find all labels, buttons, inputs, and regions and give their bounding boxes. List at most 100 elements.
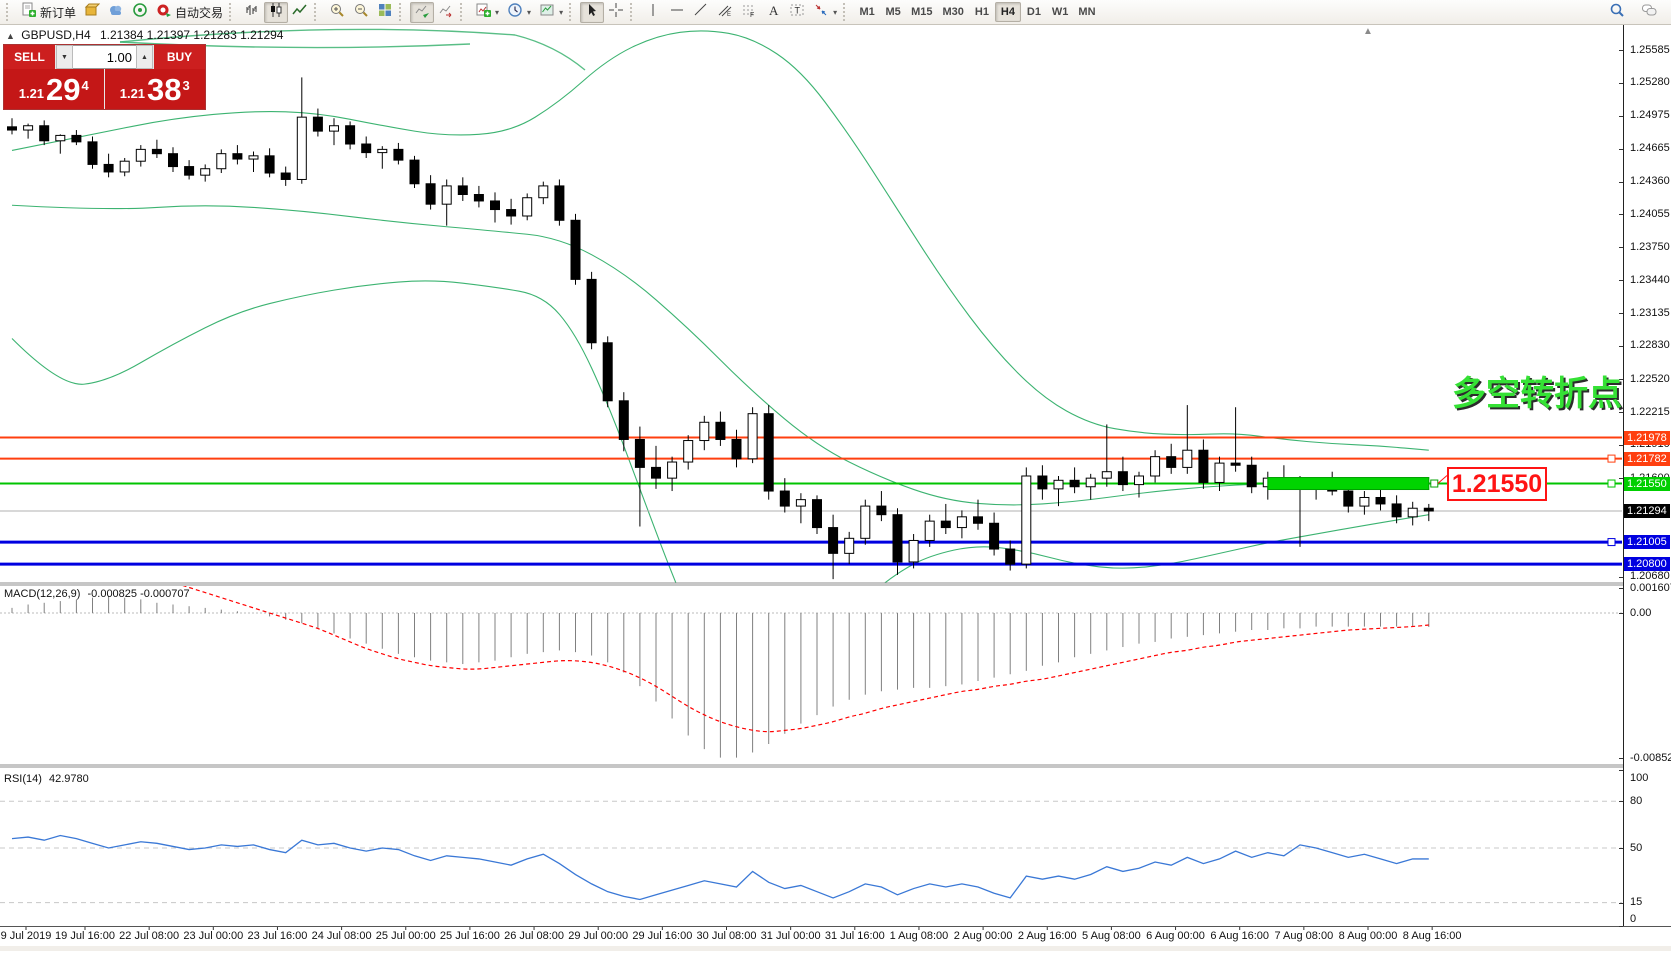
candles[interactable]: [7, 77, 1434, 580]
candle: [1198, 439, 1209, 489]
candle: [538, 181, 549, 205]
dropdown-caret-icon: ▾: [495, 7, 500, 17]
price-tick-label: 1.24360: [1630, 175, 1670, 188]
auto-scroll-button[interactable]: [410, 1, 435, 23]
chart-window[interactable]: 1.25585 1.25280 1.24975 1.24665 1.24360 1.240…: [0, 25, 1671, 951]
macd-pane: [0, 586, 1622, 758]
zoom-out-icon: [353, 2, 369, 23]
candle: [908, 534, 919, 569]
templates-button[interactable]: ▾: [535, 2, 567, 23]
zoom-out-button[interactable]: [349, 2, 373, 23]
horizontal-level-lines[interactable]: [0, 436, 1622, 566]
text-button[interactable]: A: [761, 2, 785, 23]
buy-price[interactable]: 1.21 38 3: [105, 69, 206, 109]
candle: [168, 147, 178, 172]
fibonacci-button[interactable]: F: [737, 2, 761, 23]
signals-button[interactable]: [128, 2, 152, 23]
rsi-tick-mark: [1619, 770, 1623, 771]
candle: [1134, 471, 1144, 498]
chat-button[interactable]: [1637, 2, 1661, 23]
sell-price-prefix: 1.21: [18, 86, 45, 101]
candle: [135, 145, 146, 167]
trend-segment[interactable]: [1267, 475, 1448, 491]
trendline-button[interactable]: [689, 2, 713, 23]
candle: [812, 495, 822, 535]
autotrading-button[interactable]: 自动交易: [152, 2, 227, 23]
price-axis[interactable]: 1.25585 1.25280 1.24975 1.24665 1.24360 1.240…: [1619, 25, 1671, 927]
price-level-label: 1.21550: [1624, 476, 1670, 491]
timeframe-m30-button[interactable]: M30: [942, 6, 964, 18]
timeframe-w1-button[interactable]: W1: [1051, 6, 1069, 18]
volume-input[interactable]: [73, 45, 136, 69]
cursor-button[interactable]: [580, 1, 605, 23]
templates-icon: [539, 2, 555, 23]
candlestick-chart-icon: [268, 2, 284, 23]
zoom-in-icon: [329, 2, 345, 23]
price-level-text-box[interactable]: 1.21550: [1447, 467, 1547, 501]
macd-indicator-label: MACD(12,26,9) -0.000825 -0.000707: [4, 588, 190, 600]
search-button[interactable]: [1605, 2, 1629, 23]
time-axis-label: 24 Jul 08:00: [311, 930, 372, 942]
chart-profiles-button[interactable]: [80, 2, 104, 23]
timeframe-h1-button[interactable]: H1: [974, 6, 989, 18]
bar-chart-button[interactable]: [240, 2, 264, 23]
indicators-button[interactable]: ▾: [471, 2, 503, 23]
chart-shift-button[interactable]: [434, 2, 458, 23]
timeframe-h4-button[interactable]: H4: [994, 2, 1021, 22]
time-axis-label: 26 Jul 08:00: [504, 930, 565, 942]
time-axis[interactable]: 9 Jul 2019 19 Jul 16:00 22 Jul 08:00 23 Jul…: [0, 928, 1671, 946]
new-order-button[interactable]: 新订单: [17, 2, 80, 23]
equidistant-channel-button[interactable]: E: [713, 2, 737, 23]
candle: [1085, 473, 1096, 500]
timeframe-mn-button[interactable]: MN: [1078, 6, 1096, 18]
text-label-button[interactable]: T: [785, 2, 809, 23]
price-tick-label: 1.20680: [1630, 570, 1670, 583]
svg-text:A: A: [769, 3, 779, 18]
candle: [892, 508, 903, 575]
price-tick-label: 1.24055: [1630, 207, 1670, 220]
price-tick-label: 1.22520: [1630, 372, 1670, 385]
candle: [763, 405, 774, 500]
crosshair-icon: [608, 2, 624, 23]
time-axis-label: 7 Aug 08:00: [1274, 930, 1334, 942]
line-handle: [1607, 538, 1616, 547]
price-level-label: 1.21294: [1624, 504, 1670, 519]
chart-canvas[interactable]: [0, 25, 1671, 956]
sell-button[interactable]: SELL: [4, 45, 56, 69]
zoom-in-button[interactable]: [325, 2, 349, 23]
candlestick-chart-button[interactable]: [264, 1, 289, 23]
market-watch-button[interactable]: [104, 2, 128, 23]
new-order-icon: [21, 2, 37, 23]
candle: [554, 179, 565, 226]
volume-decrease-button[interactable]: ▼: [56, 45, 73, 69]
horizontal-line-button[interactable]: [665, 2, 689, 23]
candle: [312, 108, 323, 137]
crosshair-button[interactable]: [604, 2, 628, 23]
periods-button[interactable]: ▾: [503, 2, 535, 23]
sell-price[interactable]: 1.21 29 4: [4, 69, 105, 109]
buy-button[interactable]: BUY: [153, 45, 205, 69]
timeframe-m5-button[interactable]: M5: [885, 6, 901, 18]
volume-increase-button[interactable]: ▲: [136, 45, 153, 69]
candle: [506, 198, 517, 225]
vertical-line-button[interactable]: [641, 2, 665, 23]
price-level-label: 1.21978: [1624, 430, 1670, 445]
timeframe-m15-button[interactable]: M15: [911, 6, 933, 18]
tile-windows-button[interactable]: [373, 2, 397, 23]
price-tick-label: 1.22830: [1630, 339, 1670, 352]
arrows-button[interactable]: ▾: [809, 2, 841, 23]
timeframe-m1-button[interactable]: M1: [859, 6, 875, 18]
arrows-icon: [813, 2, 829, 23]
toolbar-separator: [843, 3, 850, 21]
collapse-triangle-icon[interactable]: ▲: [6, 31, 15, 41]
bollinger-bands: [11, 30, 1429, 583]
macd-tick-label: 0.001607: [1630, 581, 1671, 594]
price-tick-mark: [1619, 576, 1623, 578]
price-tick-label: 1.22215: [1630, 405, 1670, 418]
turning-point-annotation[interactable]: 多空转折点: [1452, 375, 1622, 413]
candle: [393, 142, 404, 165]
line-chart-button[interactable]: [288, 2, 312, 23]
timeframe-d1-button[interactable]: D1: [1026, 6, 1041, 18]
line-handle: [1607, 479, 1616, 488]
price-tick-mark: [1619, 412, 1623, 414]
